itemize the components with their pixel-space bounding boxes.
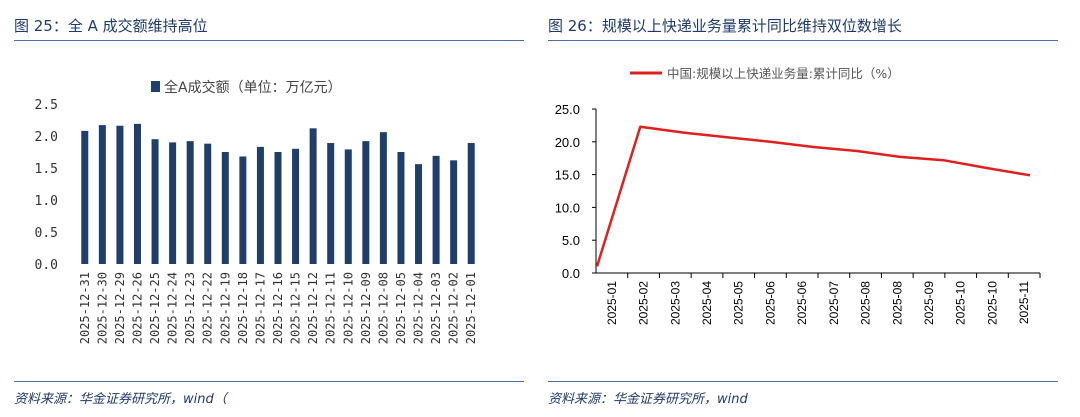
bar: [256, 146, 264, 264]
legend-label: 全A成交额（单位：万亿元）: [164, 79, 342, 96]
y-tick-label: 5.0: [562, 233, 580, 248]
x-tick-label: 2025-02: [637, 281, 651, 325]
x-tick-label: 2025-12-17: [253, 272, 267, 344]
chart-legend: 中国:规模以上快递业务量:累计同比（%）: [630, 66, 900, 81]
x-tick-label: 2025-08: [890, 281, 904, 325]
bar: [204, 143, 212, 264]
x-tick-label: 2025-12-04: [412, 272, 426, 344]
footer-divider: [14, 381, 524, 382]
x-tick-label: 2025-06: [795, 281, 809, 325]
y-tick-label: 2.5: [35, 98, 58, 113]
bar: [327, 143, 335, 264]
bar: [467, 143, 475, 264]
source-note: 资料来源：华金证券研究所，wind: [548, 392, 748, 407]
footer-divider: [548, 381, 1058, 382]
y-tick-label: 20.0: [555, 135, 580, 150]
bar: [379, 132, 387, 264]
bar: [344, 149, 352, 264]
y-tick-label: 10.0: [555, 200, 580, 215]
y-tick-label: 0.0: [35, 258, 58, 273]
bar: [292, 148, 300, 264]
y-tick-label: 2.0: [35, 130, 58, 145]
x-tick-label: 2025-07: [827, 281, 841, 325]
x-tick-label: 2025-12-19: [218, 272, 232, 344]
legend-swatch: [151, 81, 160, 92]
x-tick-label: 2025-12-01: [464, 272, 478, 344]
x-tick-label: 2025-12-30: [95, 272, 109, 344]
bar: [151, 139, 159, 264]
x-tick-label: 2025-12-11: [324, 272, 338, 344]
y-axis: 0.0 5.0 10.0 15.0 20.0 25.0: [555, 102, 596, 281]
y-tick-label: 1.0: [35, 194, 58, 209]
x-axis: 2025-01 2025-02 2025-03 2025-04 2025-05 2025-…: [605, 273, 1041, 325]
x-tick-label: 2025-10: [954, 281, 968, 325]
y-tick-label: 25.0: [555, 102, 580, 117]
x-tick-label: 2025-12-12: [306, 272, 320, 344]
figure-25: 图 25：全 A 成交额维持高位 全A成交额（单位：万亿元） 0.0 0.5 1.0…: [14, 0, 524, 417]
x-tick-label: 2025-12-15: [289, 272, 303, 344]
bar: [221, 152, 229, 264]
x-tick-label: 2025-12-05: [394, 272, 408, 344]
bar: [432, 155, 440, 264]
title-divider: [14, 40, 524, 41]
turnover-bar-chart: 全A成交额（单位：万亿元） 0.0 0.5 1.0 1.5 2.0 2.5 2025-12…: [35, 79, 479, 344]
x-tick-label: 2025-12-25: [148, 272, 162, 344]
bar: [169, 142, 177, 264]
x-tick-label: 2025-10: [985, 281, 999, 325]
x-tick-label: 2025-12-23: [183, 272, 197, 344]
x-tick-label: 2025-12-31: [78, 272, 92, 344]
bar: [309, 128, 317, 264]
x-tick-label: 2025-05: [732, 281, 746, 325]
bar: [397, 152, 405, 264]
bar: [450, 160, 458, 264]
chart-legend: 全A成交额（单位：万亿元）: [151, 79, 342, 96]
bar-series: [81, 123, 475, 265]
figure-26: 图 26：规模以上快递业务量累计同比维持双位数增长 中国:规模以上快递业务量:累…: [548, 0, 1058, 417]
bar: [274, 152, 282, 264]
figure-title: 图 25：全 A 成交额维持高位: [14, 17, 208, 35]
legend-label: 中国:规模以上快递业务量:累计同比（%）: [667, 66, 900, 81]
x-tick-label: 2025-06: [763, 281, 777, 325]
x-tick-label: 2025-03: [668, 281, 682, 325]
bar: [98, 125, 106, 265]
figure-title: 图 26：规模以上快递业务量累计同比维持双位数增长: [548, 17, 902, 35]
y-tick-label: 15.0: [555, 168, 580, 183]
title-divider: [548, 40, 1058, 41]
bar: [415, 164, 423, 264]
x-tick-label: 2025-12-10: [341, 272, 355, 344]
x-tick-label: 2025-12-29: [113, 272, 127, 344]
x-tick-label: 2025-11: [1017, 281, 1031, 324]
x-axis: 2025-12-31 2025-12-30 2025-12-29 2025-12-26…: [78, 272, 478, 344]
x-tick-label: 2025-12-18: [236, 272, 250, 344]
x-tick-label: 2025-12-26: [130, 272, 144, 344]
bar: [186, 141, 194, 264]
bar: [239, 156, 247, 264]
bar: [133, 123, 141, 264]
x-tick-label: 2025-12-16: [271, 272, 285, 344]
source-note: 资料来源：华金证券研究所，wind（: [14, 392, 227, 407]
x-tick-label: 2025-09: [922, 281, 936, 325]
y-axis: 0.0 0.5 1.0 1.5 2.0 2.5: [35, 98, 58, 273]
bar: [116, 125, 124, 264]
x-tick-label: 2025-12-08: [376, 272, 390, 344]
series-line: [595, 125, 1031, 267]
plot-area: [595, 109, 1040, 274]
x-tick-label: 2025-12-22: [201, 272, 215, 344]
y-tick-label: 0.0: [562, 266, 580, 281]
y-tick-label: 1.5: [35, 162, 58, 177]
x-tick-label: 2025-04: [700, 281, 714, 325]
y-tick-label: 0.5: [35, 226, 58, 241]
x-tick-label: 2025-12-09: [359, 272, 373, 344]
x-tick-label: 2025-12-02: [447, 272, 461, 344]
express-growth-line-chart: 中国:规模以上快递业务量:累计同比（%） 0.0 5.0 10.0 15.0 20.0 2…: [555, 66, 1041, 325]
x-tick-label: 2025-01: [605, 281, 619, 325]
bar: [81, 130, 89, 264]
x-tick-label: 2025-12-24: [166, 272, 180, 344]
bar: [362, 141, 370, 264]
x-tick-label: 2025-08: [859, 281, 873, 325]
x-tick-label: 2025-12-03: [429, 272, 443, 344]
